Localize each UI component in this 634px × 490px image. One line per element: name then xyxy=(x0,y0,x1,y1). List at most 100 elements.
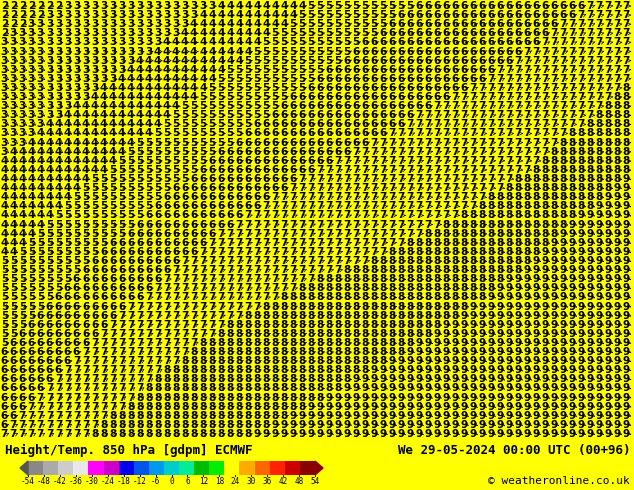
Text: 7: 7 xyxy=(316,210,323,221)
Text: 4: 4 xyxy=(1,247,8,257)
Text: 7: 7 xyxy=(488,128,495,139)
Text: 7: 7 xyxy=(280,256,287,266)
Text: 7: 7 xyxy=(569,47,576,56)
Text: 5: 5 xyxy=(379,1,387,11)
Text: 6: 6 xyxy=(443,83,450,93)
Text: 5: 5 xyxy=(235,120,242,129)
Text: 4: 4 xyxy=(172,37,179,48)
Text: 6: 6 xyxy=(343,138,351,147)
Text: 9: 9 xyxy=(551,356,558,366)
Text: 9: 9 xyxy=(344,411,351,421)
Text: 8: 8 xyxy=(614,110,621,120)
Text: 9: 9 xyxy=(443,384,450,393)
Text: 9: 9 xyxy=(614,311,621,320)
Text: 8: 8 xyxy=(496,247,504,257)
Text: 9: 9 xyxy=(289,429,297,439)
Text: 6: 6 xyxy=(443,47,450,56)
Text: 7: 7 xyxy=(271,293,278,302)
Text: 9: 9 xyxy=(614,347,621,357)
Text: 7: 7 xyxy=(325,265,333,275)
Text: 8: 8 xyxy=(208,347,216,357)
Text: 8: 8 xyxy=(244,384,252,393)
Text: 2: 2 xyxy=(19,19,26,29)
Text: 4: 4 xyxy=(226,37,233,48)
Text: 9: 9 xyxy=(496,293,504,302)
Text: 9: 9 xyxy=(353,402,359,412)
Text: 6: 6 xyxy=(460,37,468,48)
Text: 9: 9 xyxy=(434,420,441,430)
Text: 7: 7 xyxy=(469,174,477,184)
Text: 6: 6 xyxy=(479,47,486,56)
Text: 7: 7 xyxy=(325,174,333,184)
Text: 6: 6 xyxy=(64,293,71,302)
Text: 4: 4 xyxy=(1,192,8,202)
Text: 8: 8 xyxy=(569,147,576,157)
Text: 3: 3 xyxy=(145,1,152,11)
Text: 8: 8 xyxy=(586,201,594,211)
Text: 7: 7 xyxy=(424,210,432,221)
Text: 7: 7 xyxy=(217,301,224,312)
Text: 5: 5 xyxy=(64,247,71,257)
Text: 7: 7 xyxy=(434,165,441,175)
Text: 9: 9 xyxy=(560,384,567,393)
Text: 9: 9 xyxy=(488,347,495,357)
Text: 5: 5 xyxy=(235,128,242,139)
Text: 8: 8 xyxy=(578,192,585,202)
Text: 6: 6 xyxy=(208,156,216,166)
Text: 4: 4 xyxy=(190,74,197,84)
Text: 5: 5 xyxy=(271,92,278,102)
Text: 8: 8 xyxy=(406,247,413,257)
Text: 4: 4 xyxy=(208,37,216,48)
Text: 8: 8 xyxy=(389,301,396,312)
Text: 5: 5 xyxy=(37,247,44,257)
Text: 5: 5 xyxy=(226,110,233,120)
Text: 9: 9 xyxy=(524,420,531,430)
Text: 9: 9 xyxy=(496,420,504,430)
Text: 9: 9 xyxy=(586,293,594,302)
Text: 3: 3 xyxy=(91,37,98,48)
Text: 6: 6 xyxy=(109,256,116,266)
Text: 8: 8 xyxy=(524,256,531,266)
Text: 6: 6 xyxy=(541,19,549,29)
Text: 3: 3 xyxy=(55,10,62,20)
Text: 4: 4 xyxy=(64,128,71,139)
Text: 6: 6 xyxy=(569,1,576,11)
Text: 6: 6 xyxy=(361,101,368,111)
Text: 7: 7 xyxy=(443,192,450,202)
Text: 8: 8 xyxy=(217,329,224,339)
Text: 6: 6 xyxy=(361,138,368,147)
Text: 9: 9 xyxy=(586,356,594,366)
Text: 9: 9 xyxy=(569,365,576,375)
Text: 8: 8 xyxy=(434,238,441,248)
Text: 5: 5 xyxy=(118,183,125,193)
Text: 9: 9 xyxy=(443,429,450,439)
Text: 8: 8 xyxy=(533,201,540,211)
Text: 9: 9 xyxy=(578,283,585,294)
Text: 6: 6 xyxy=(415,74,423,84)
Text: 7: 7 xyxy=(533,92,540,102)
Text: 9: 9 xyxy=(569,301,576,312)
Text: 8: 8 xyxy=(578,201,585,211)
Text: 8: 8 xyxy=(398,311,404,320)
Text: 7: 7 xyxy=(424,110,432,120)
Text: 7: 7 xyxy=(595,28,603,38)
Text: 6: 6 xyxy=(505,10,513,20)
Text: 7: 7 xyxy=(91,402,98,412)
Text: 8: 8 xyxy=(334,293,342,302)
Text: 7: 7 xyxy=(415,210,423,221)
Text: 8: 8 xyxy=(479,229,486,239)
Text: 6: 6 xyxy=(443,92,450,102)
Text: 9: 9 xyxy=(524,265,531,275)
Text: 5: 5 xyxy=(37,229,44,239)
Text: 7: 7 xyxy=(127,347,134,357)
Text: 7: 7 xyxy=(361,229,368,239)
Text: 8: 8 xyxy=(235,319,242,330)
Text: 7: 7 xyxy=(560,92,567,102)
Text: 5: 5 xyxy=(262,110,269,120)
Text: 9: 9 xyxy=(406,347,413,357)
Text: 4: 4 xyxy=(28,192,35,202)
Text: 9: 9 xyxy=(460,365,468,375)
Text: 8: 8 xyxy=(334,365,342,375)
Text: 6: 6 xyxy=(55,319,62,330)
Text: 4: 4 xyxy=(19,156,26,166)
